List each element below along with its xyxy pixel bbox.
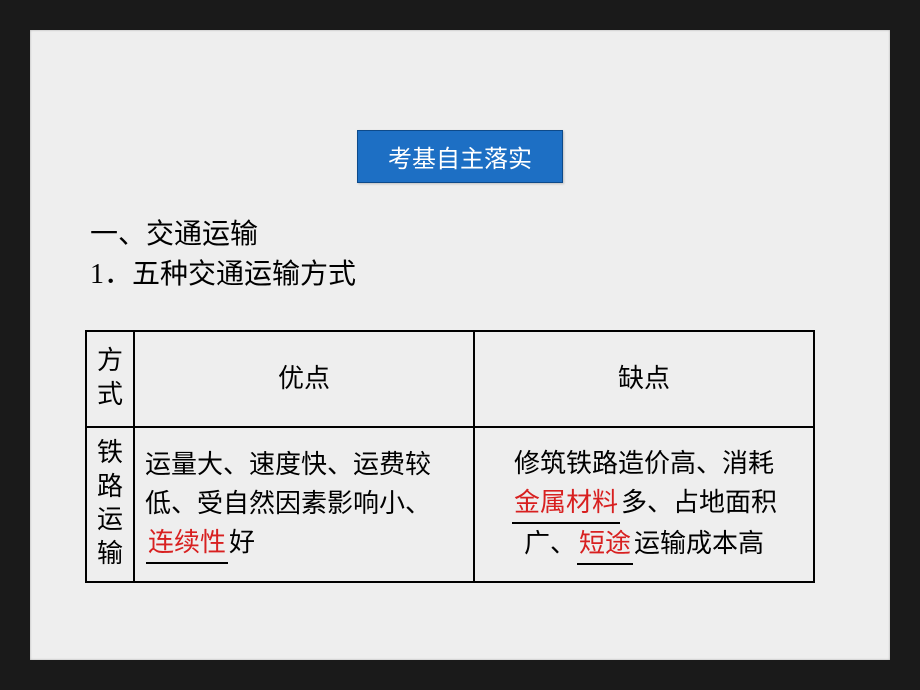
slide-container: 考基自主落实 一、交通运输 1．五种交通运输方式 方式 优点 缺点 铁路运输 运… (30, 30, 890, 660)
header-method: 方式 (86, 331, 134, 427)
heading-2-text: 1．五种交通运输方式 (90, 259, 356, 290)
title-text: 考基自主落实 (388, 147, 532, 173)
dis-fill2-blank: 短途 (577, 524, 633, 565)
dis-fill2-text: 短途 (579, 529, 631, 558)
heading-subsection: 1．五种交通运输方式 (90, 252, 356, 292)
adv-part2: 好 (229, 528, 255, 557)
header-advantage: 优点 (134, 331, 474, 427)
dis-part1: 修筑铁路造价高、消耗 (514, 449, 774, 478)
title-box: 考基自主落实 (357, 130, 563, 183)
table-header-row: 方式 优点 缺点 (86, 331, 814, 427)
dis-fill1-blank: 金属材料 (512, 483, 620, 524)
row-advantage: 运量大、速度快、运费较低、受自然因素影响小、连续性好 (134, 427, 474, 582)
heading-1-text: 一、交通运输 (90, 219, 258, 250)
row-method: 铁路运输 (86, 427, 134, 582)
header-disadvantage: 缺点 (474, 331, 814, 427)
row-method-text: 铁路运输 (97, 436, 123, 571)
dis-fill1-text: 金属材料 (514, 488, 618, 517)
adv-part1: 运量大、速度快、运费较低、受自然因素影响小、 (145, 450, 431, 518)
heading-section: 一、交通运输 (90, 212, 258, 252)
table-row-railway: 铁路运输 运量大、速度快、运费较低、受自然因素影响小、连续性好 修筑铁路造价高、… (86, 427, 814, 582)
header-method-text: 方式 (97, 344, 123, 412)
adv-fill-blank: 连续性 (146, 523, 228, 564)
dis-part3: 运输成本高 (634, 529, 764, 558)
adv-fill-text: 连续性 (148, 528, 226, 557)
row-disadvantage: 修筑铁路造价高、消耗金属材料多、占地面积广、短途运输成本高 (474, 427, 814, 582)
transport-table: 方式 优点 缺点 铁路运输 运量大、速度快、运费较低、受自然因素影响小、连续性好… (85, 330, 815, 583)
